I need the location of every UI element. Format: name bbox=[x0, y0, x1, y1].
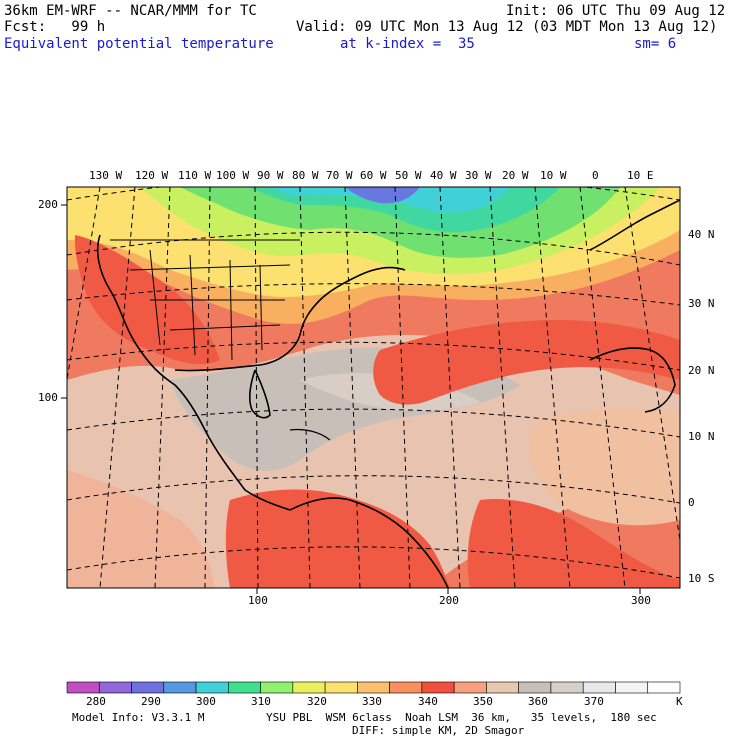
colorbar-label: 300 bbox=[196, 695, 216, 708]
colorbar-label: 330 bbox=[362, 695, 382, 708]
lon-label: 10 W bbox=[540, 169, 567, 182]
lat-lon-grid bbox=[67, 187, 680, 588]
colorbar-swatch bbox=[260, 681, 294, 694]
lon-label: 10 E bbox=[627, 169, 654, 182]
theta-e-field bbox=[67, 187, 680, 588]
colorbar bbox=[66, 681, 681, 694]
colorbar-swatch bbox=[389, 681, 423, 694]
colorbar-swatch bbox=[421, 681, 455, 694]
colorbar-label: 310 bbox=[251, 695, 271, 708]
lat-label: 10 S bbox=[688, 572, 715, 585]
lon-label: 80 W bbox=[292, 169, 319, 182]
lon-label: 30 W bbox=[465, 169, 492, 182]
colorbar-swatch bbox=[195, 681, 229, 694]
grid-y-label: 100 bbox=[38, 391, 58, 404]
lon-label: 50 W bbox=[395, 169, 422, 182]
lon-label: 20 W bbox=[502, 169, 529, 182]
colorbar-label: 320 bbox=[307, 695, 327, 708]
colorbar-swatch bbox=[615, 681, 649, 694]
grid-x-label: 100 bbox=[248, 594, 268, 607]
colorbar-swatch bbox=[163, 681, 197, 694]
lat-label: 10 N bbox=[688, 430, 715, 443]
colorbar-label: 290 bbox=[141, 695, 161, 708]
diffusion-info: DIFF: simple KM, 2D Smagor bbox=[352, 724, 525, 737]
grid-x-label: 300 bbox=[631, 594, 651, 607]
physics-info: YSU PBL WSM 6class Noah LSM 36 km, 35 le… bbox=[266, 711, 657, 724]
grid-y-label: 200 bbox=[38, 198, 58, 211]
colorbar-swatch bbox=[647, 681, 681, 694]
lon-label: 120 W bbox=[135, 169, 169, 182]
colorbar-swatch bbox=[98, 681, 132, 694]
colorbar-swatch bbox=[292, 681, 326, 694]
model-title: 36km EM-WRF -- NCAR/MMM for TC bbox=[4, 3, 257, 19]
lat-label: 0 bbox=[688, 496, 695, 509]
colorbar-swatch bbox=[131, 681, 165, 694]
field-name: Equivalent potential temperature bbox=[4, 36, 274, 52]
init-time: Init: 06 UTC Thu 09 Aug 12 bbox=[506, 3, 726, 19]
colorbar-label: 360 bbox=[528, 695, 548, 708]
model-info: Model Info: V3.3.1 M bbox=[72, 711, 205, 724]
lon-label: 40 W bbox=[430, 169, 457, 182]
lon-label: 130 W bbox=[89, 169, 123, 182]
lat-label: 30 N bbox=[688, 297, 715, 310]
colorbar-swatch bbox=[518, 681, 552, 694]
colorbar-swatch bbox=[324, 681, 358, 694]
level-info: at k-index = 35 bbox=[340, 36, 475, 52]
colorbar-swatch bbox=[453, 681, 487, 694]
coastlines bbox=[96, 199, 680, 588]
colorbar-swatch bbox=[66, 681, 100, 694]
forecast-hour: Fcst: 99 h bbox=[4, 19, 106, 35]
lon-label: 0 bbox=[592, 169, 599, 182]
colorbar-swatch bbox=[582, 681, 616, 694]
smoothing-info: sm= 6 bbox=[634, 36, 677, 52]
colorbar-label: 370 bbox=[584, 695, 604, 708]
colorbar-swatch bbox=[486, 681, 519, 694]
colorbar-swatch bbox=[357, 681, 390, 694]
lon-label: 60 W bbox=[360, 169, 387, 182]
colorbar-swatch bbox=[228, 681, 261, 694]
lon-label: 100 W bbox=[216, 169, 250, 182]
colorbar-unit: K bbox=[676, 695, 683, 708]
plot-frame bbox=[66, 186, 681, 589]
colorbar-label: 350 bbox=[473, 695, 493, 708]
axis-ticks bbox=[61, 204, 641, 594]
colorbar-label: 280 bbox=[86, 695, 106, 708]
lon-label: 110 W bbox=[178, 169, 212, 182]
colorbar-swatch bbox=[550, 681, 584, 694]
grid-x-label: 200 bbox=[439, 594, 459, 607]
lat-label: 40 N bbox=[688, 228, 715, 241]
colorbar-label: 340 bbox=[418, 695, 438, 708]
lat-label: 20 N bbox=[688, 364, 715, 377]
lon-label: 70 W bbox=[326, 169, 353, 182]
valid-time: Valid: 09 UTC Mon 13 Aug 12 (03 MDT Mon … bbox=[296, 19, 718, 35]
lon-label: 90 W bbox=[257, 169, 284, 182]
